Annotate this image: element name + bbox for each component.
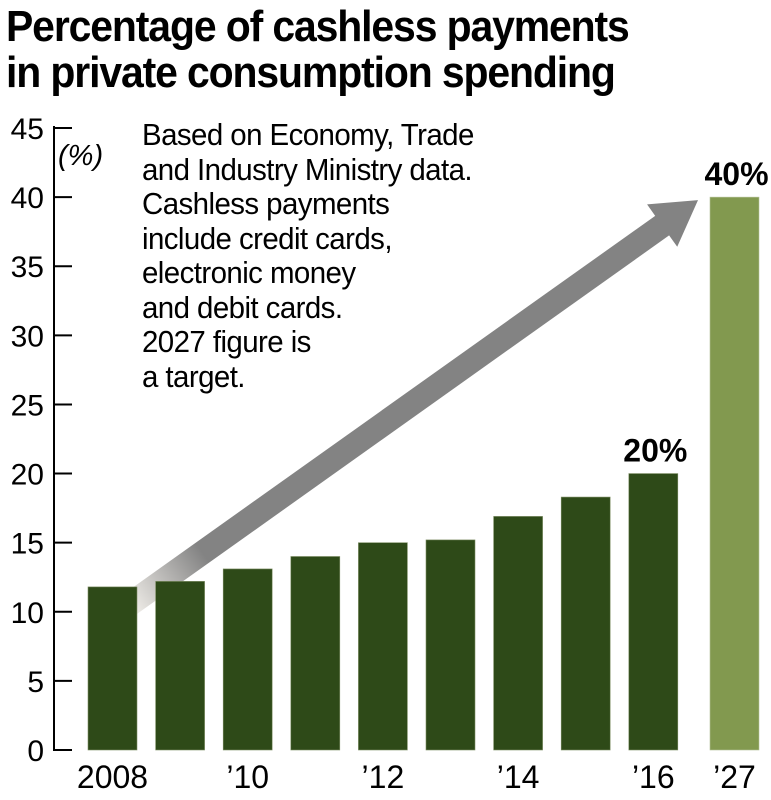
y-tick-label: 10 [11,597,44,630]
data-label-2027: 40% [704,156,768,192]
data-labels: 20% 40% [623,156,768,468]
x-tick-label: ’10 [226,759,269,795]
x-tick-label: 2008 [77,759,148,795]
chart-title-line-2: in private consumption spending [6,48,616,97]
y-tick-label: 30 [11,320,44,353]
bar-2016 [628,473,679,751]
chart-title-line-1: Percentage of cashless payments [6,2,630,51]
chart-title: Percentage of cashless payments in priva… [6,4,717,96]
bar-2014 [493,516,543,751]
y-tick-label: 40 [11,182,44,215]
note-line: electronic money [142,255,356,290]
bar-2008 [87,586,138,751]
y-axis: 0 5 10 15 20 25 30 35 40 45 [11,113,72,768]
bar-2009 [155,581,205,751]
bar-target-2027 [709,196,760,751]
note-line: and debit cards. [142,289,343,325]
note-line: include credit cards, [142,220,393,256]
bar-2010 [222,568,273,751]
y-axis-unit-label: (%) [58,140,104,172]
bar-2013 [425,539,476,751]
y-tick-label: 45 [11,113,44,146]
source-note: Based on Economy, Trade and Industry Min… [142,117,474,394]
note-line: 2027 figure is [142,324,311,359]
x-tick-label: ’12 [362,759,405,795]
bar-2015 [560,496,611,751]
bar-2011 [290,556,341,751]
bar-2012 [358,542,408,751]
y-tick-label: 25 [11,389,44,422]
note-line: Cashless payments [142,186,390,221]
note-line: Based on Economy, Trade [142,117,474,152]
trend-arrow-shape [115,200,698,620]
trend-arrow [115,200,698,620]
x-tick-label: ’16 [632,759,675,795]
data-label-2016: 20% [623,433,687,469]
note-line: and Industry Ministry data. [142,151,473,187]
x-axis: 2008 ’10 ’12 ’14 ’16 ’27 [77,759,756,795]
y-tick-label: 35 [11,251,44,284]
x-tick-label: ’14 [497,759,540,795]
note-line: a target. [142,358,245,394]
x-tick-label: ’27 [713,759,756,795]
y-tick-label: 0 [27,735,44,768]
bars [87,196,760,751]
y-tick-label: 15 [11,528,44,561]
y-tick-label: 5 [27,666,44,699]
y-tick-label: 20 [11,459,44,492]
trend-arrow-layer [115,200,698,620]
